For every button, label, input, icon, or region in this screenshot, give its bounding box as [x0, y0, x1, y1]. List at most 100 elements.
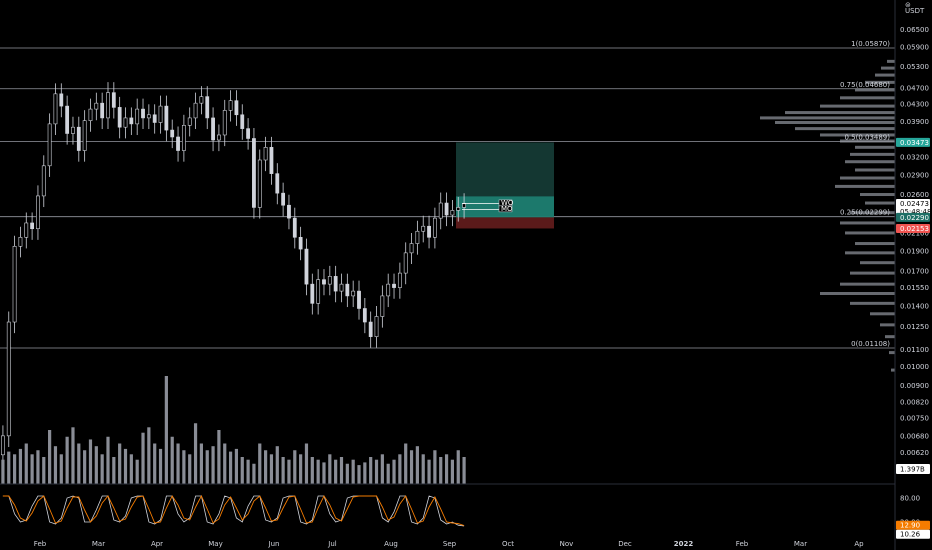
oscillator-pane	[2, 494, 465, 527]
candle-body	[111, 92, 116, 108]
volume-bar	[123, 448, 128, 484]
price-tag	[896, 223, 930, 233]
volume-bar	[328, 454, 332, 484]
candle-body	[310, 283, 315, 304]
candle-body	[409, 243, 414, 254]
candle-body	[287, 204, 291, 219]
currency-label: ⊜ USDT	[905, 1, 925, 15]
volume-bar	[1, 459, 5, 484]
loss-zone[interactable]	[456, 217, 554, 229]
candle-body	[76, 126, 81, 151]
settings-icon[interactable]: ⊜	[905, 1, 911, 9]
candle-body	[164, 105, 169, 131]
volume-profile-bar	[860, 261, 895, 265]
oscillator-value-tag	[896, 529, 930, 539]
volume-profile-bar	[840, 176, 895, 180]
time-tick-label: 2022	[674, 540, 694, 548]
time-tick-label: May	[208, 540, 222, 548]
volume-bar	[147, 427, 151, 484]
volume-bar	[94, 446, 98, 484]
candle-body	[146, 114, 151, 119]
volume-bar	[304, 443, 309, 484]
price-tick-label: 0.01400	[900, 302, 929, 310]
volume-profile-bar	[855, 145, 895, 149]
volume-bar	[205, 450, 209, 484]
volume-bar	[7, 451, 11, 484]
price-tag	[896, 212, 930, 222]
volume-bar	[100, 454, 104, 484]
time-tick-label: Feb	[34, 540, 47, 548]
marker-label: MO	[501, 205, 513, 213]
candle-body	[88, 108, 93, 121]
price-tick-label: 0.00620	[900, 449, 929, 457]
volume-bar	[211, 446, 215, 484]
fib-retracement[interactable]: 1(0.05870) 0.75(0.04680) 0.5(0.03489) 0.25(…	[0, 40, 895, 349]
candle-body	[94, 102, 99, 110]
volume-pane: 1.397B	[1, 376, 930, 484]
volume-profile-bar	[785, 111, 895, 115]
volume-profile-bar	[850, 271, 895, 275]
candle-body	[187, 117, 192, 126]
candle-body	[181, 124, 186, 151]
volume-bar	[65, 436, 69, 484]
price-tag-text: 0.03473	[900, 139, 929, 147]
candle-body	[374, 316, 379, 337]
volume-bar	[299, 454, 303, 484]
volume-bar	[281, 457, 285, 484]
volume-bar	[164, 376, 168, 484]
candle-body	[36, 195, 40, 230]
volume-profile-bar	[860, 193, 895, 197]
volume-profile-bar	[891, 368, 895, 372]
candle-body	[129, 117, 134, 125]
price-tick-label: 0.02600	[900, 191, 929, 199]
candle-body	[275, 173, 280, 194]
volume-bar	[228, 451, 233, 484]
time-tick-label: Ap	[854, 540, 864, 548]
volume-profile-bar	[865, 80, 895, 84]
price-tag-text: 0.02290	[900, 214, 929, 222]
volume-bar	[240, 457, 244, 484]
volume-bar	[293, 450, 297, 484]
volume-bar	[357, 465, 361, 484]
volume-bar	[176, 443, 180, 484]
volume-bar	[118, 443, 122, 484]
volume-tag	[896, 464, 930, 474]
volume-profile-bar	[820, 104, 895, 108]
candle-body	[281, 192, 286, 206]
volume-bar	[345, 463, 349, 484]
volume-profile-bar	[870, 312, 895, 316]
volume-profile-bar	[881, 66, 895, 70]
volume-profile-bar	[855, 242, 895, 246]
candle-body	[298, 236, 303, 250]
volume-profile	[760, 59, 895, 372]
oscillator-value-text: 10.26	[900, 531, 921, 539]
volume-profile-bar	[840, 96, 895, 100]
candle-body	[47, 123, 52, 167]
volume-bar	[88, 439, 93, 484]
volume-bar	[380, 454, 384, 484]
volume-profile-bar	[885, 335, 895, 339]
price-tick-label: 0.01250	[900, 323, 929, 331]
volume-profile-bar	[855, 88, 895, 92]
candle-body	[30, 222, 35, 230]
time-axis[interactable]: Feb Mar Apr May Jun Jul Aug Sep Oct Nov Dec 2022 Feb…	[34, 540, 864, 548]
price-tick-label: 0.01100	[900, 346, 929, 354]
volume-bar	[112, 457, 116, 484]
long-position-tool[interactable]	[456, 142, 554, 229]
candle-body	[462, 203, 466, 208]
time-tick-label: Jul	[327, 540, 337, 548]
currency-text: USDT	[905, 7, 925, 15]
candle-body	[135, 108, 140, 125]
candle-body	[292, 217, 297, 238]
candle-body	[1, 435, 5, 456]
volume-profile-bar	[845, 160, 895, 164]
volume-profile-bar	[850, 301, 895, 305]
volume-bar	[433, 450, 437, 484]
price-tick-label: 0.05300	[900, 63, 929, 71]
oscillator-k-line	[2, 495, 465, 527]
volume-profile-bar	[775, 120, 895, 124]
